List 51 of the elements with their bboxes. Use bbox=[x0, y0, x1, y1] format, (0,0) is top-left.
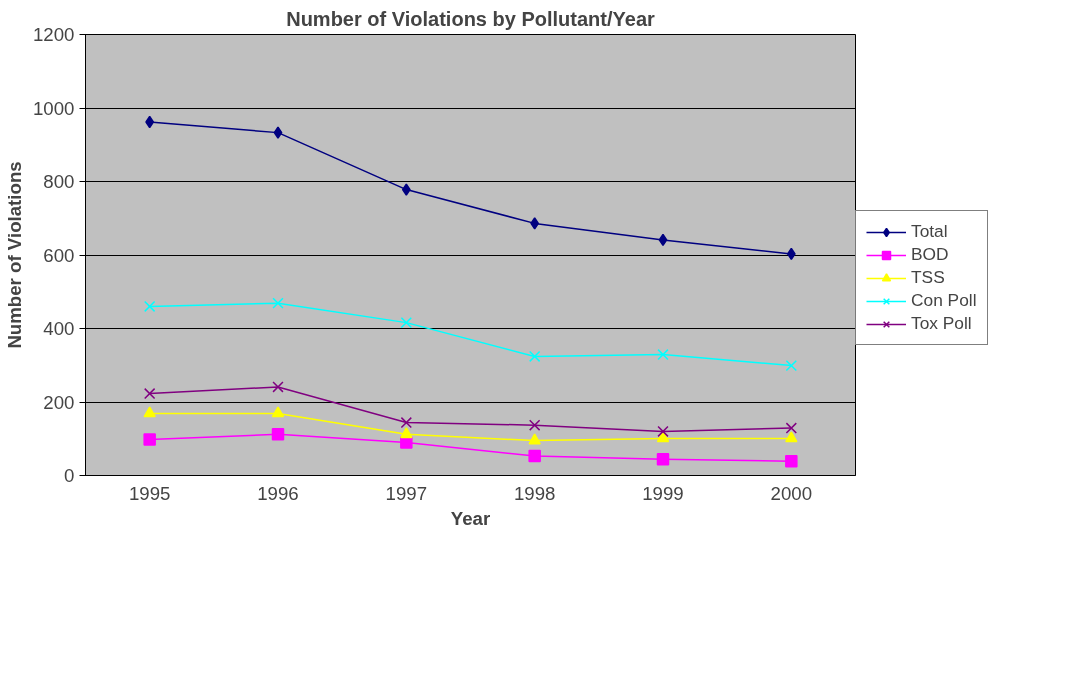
x-tick-label: 1995 bbox=[128, 482, 171, 504]
y-tick-label: 600 bbox=[43, 244, 75, 266]
y-axis-title: Number of Violations bbox=[4, 161, 25, 349]
point bbox=[785, 431, 798, 443]
point bbox=[143, 406, 156, 418]
point bbox=[785, 422, 798, 434]
y-tick-label: 1000 bbox=[33, 97, 75, 119]
point bbox=[273, 126, 283, 139]
point bbox=[785, 454, 798, 468]
y-tick-label: 0 bbox=[64, 465, 75, 486]
y-tick-label: 800 bbox=[43, 171, 75, 192]
point bbox=[656, 453, 670, 466]
point bbox=[658, 233, 668, 247]
point bbox=[143, 387, 156, 400]
point bbox=[143, 300, 156, 313]
point bbox=[785, 359, 798, 372]
legend-label: Con Poll bbox=[911, 290, 977, 311]
legend-label: BOD bbox=[911, 244, 949, 265]
x-axis-title: Year bbox=[450, 507, 491, 529]
x-tick-label: 1996 bbox=[257, 482, 299, 504]
point bbox=[528, 350, 541, 363]
point bbox=[272, 381, 284, 393]
y-tick-label: 200 bbox=[43, 391, 75, 413]
point bbox=[528, 449, 541, 463]
point bbox=[271, 406, 285, 418]
point bbox=[271, 428, 285, 441]
y-tick-label: 400 bbox=[43, 318, 75, 339]
point bbox=[657, 425, 669, 438]
point bbox=[528, 433, 541, 445]
point bbox=[400, 316, 413, 329]
point bbox=[145, 115, 155, 129]
point bbox=[401, 183, 411, 196]
x-tick-label: 2000 bbox=[770, 482, 813, 504]
point bbox=[530, 217, 540, 230]
x-tick-label: 1999 bbox=[642, 482, 684, 504]
point bbox=[528, 419, 541, 431]
point bbox=[400, 416, 413, 429]
legend-label: Total bbox=[911, 221, 948, 242]
x-tick-label: 1997 bbox=[385, 482, 428, 504]
legend-label: Tox Poll bbox=[911, 313, 972, 334]
point bbox=[786, 247, 796, 261]
point bbox=[272, 297, 284, 309]
x-tick-label: 1998 bbox=[513, 482, 556, 504]
point bbox=[656, 431, 670, 443]
chart-title: Number of Violations by Pollutant/Year bbox=[286, 7, 656, 30]
point bbox=[143, 433, 156, 446]
point bbox=[400, 436, 413, 449]
legend-label: TSS bbox=[911, 267, 945, 288]
y-tick-label: 1200 bbox=[33, 24, 75, 45]
point bbox=[400, 427, 413, 439]
point bbox=[657, 348, 669, 361]
